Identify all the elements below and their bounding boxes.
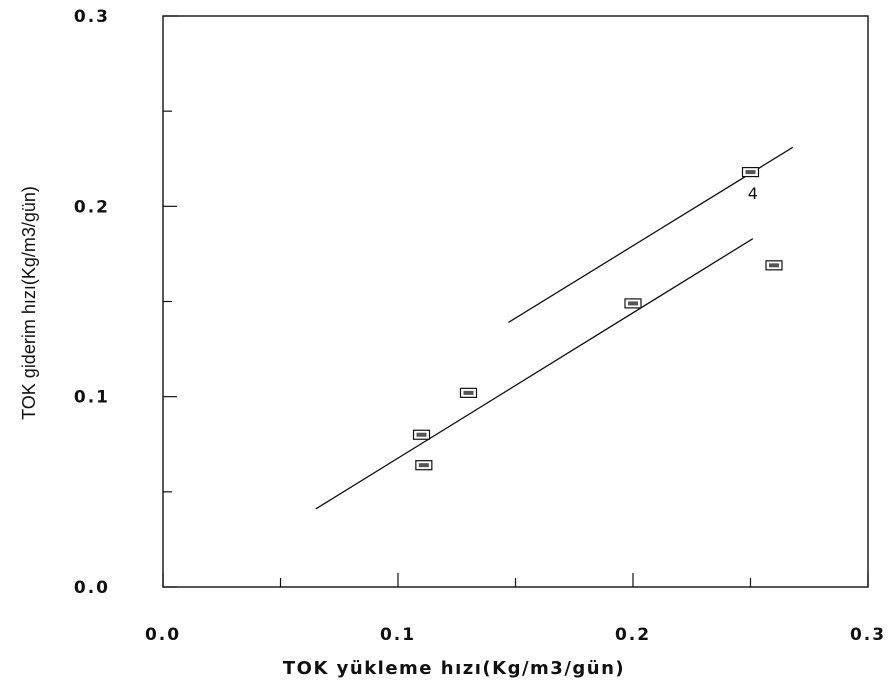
data-point: [741, 166, 760, 178]
point-marker-inner: [745, 170, 756, 175]
x-tick-label: 0.2: [615, 625, 651, 645]
point-marker-inner: [769, 263, 779, 268]
x-tick-label: 0.1: [380, 625, 416, 645]
y-tick-label: 0.3: [74, 7, 110, 27]
plot-frame: [162, 15, 869, 588]
point-annotation: 4: [748, 184, 758, 203]
data-point: [415, 460, 433, 471]
x-tick-label: 0.3: [850, 625, 886, 645]
data-point: [459, 387, 478, 398]
data-point: [412, 429, 431, 440]
data-points: [412, 166, 783, 471]
y-tick-label: 0.1: [74, 388, 110, 408]
annotations: 4: [748, 184, 758, 203]
plot-border: [162, 15, 869, 588]
point-marker-inner: [463, 390, 474, 395]
axis-ticks: [162, 15, 869, 588]
point-marker-inner: [416, 432, 427, 437]
y-axis-title: TOK giderim hızı(Kg/m3/gün): [19, 186, 39, 420]
data-point: [624, 298, 642, 309]
data-point: [765, 260, 783, 271]
fit-lines: [315, 146, 794, 510]
point-marker-inner: [628, 301, 638, 306]
y-tick-label: 0.0: [74, 578, 110, 598]
point-marker-inner: [418, 463, 429, 468]
x-axis-title: TOK yükleme hızı(Kg/m3/gün): [283, 658, 625, 679]
fit-line: [315, 238, 754, 510]
tick-labels: 0.0 0.1 0.2 0.3 0.0 0.1 0.2 0.3: [74, 7, 886, 645]
x-tick-label: 0.0: [145, 625, 181, 645]
y-tick-label: 0.2: [74, 197, 110, 217]
